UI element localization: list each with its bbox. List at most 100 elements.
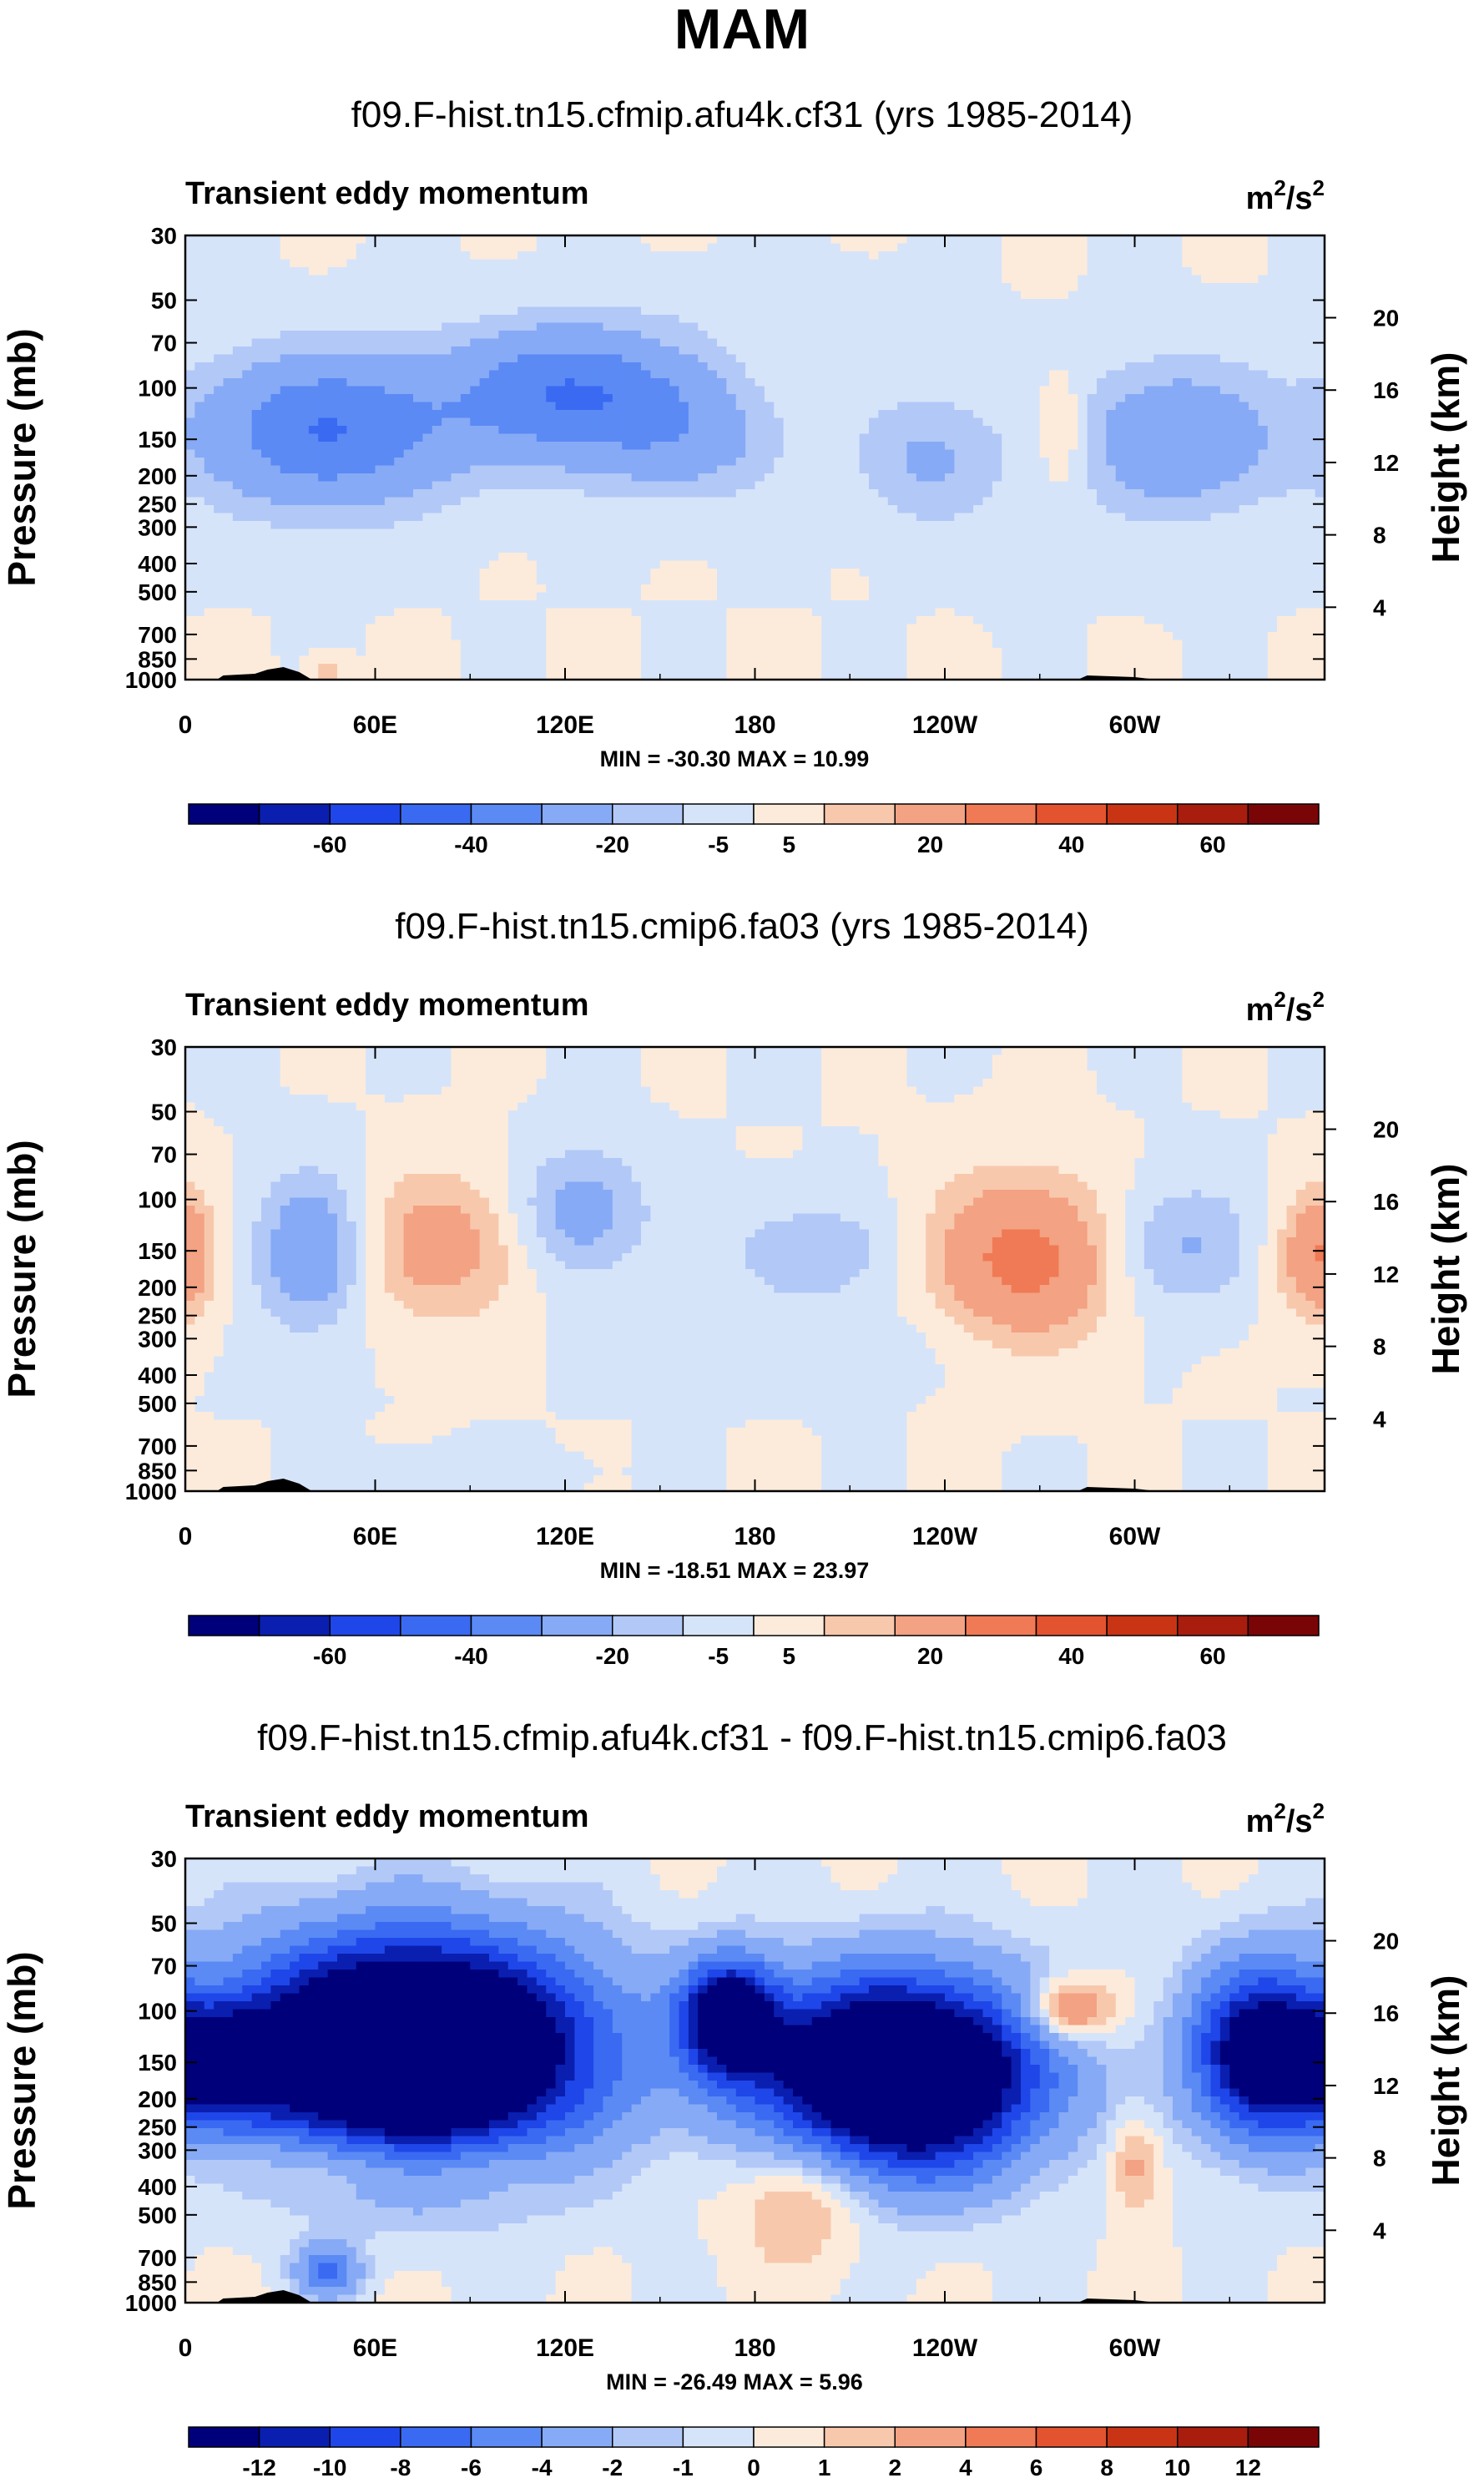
- heatmap-cell: [318, 473, 328, 482]
- heatmap-cell: [1229, 545, 1239, 554]
- heatmap-cell: [233, 513, 243, 522]
- heatmap-cell: [897, 513, 907, 522]
- heatmap-cell: [1277, 482, 1287, 490]
- heatmap-cell: [356, 235, 366, 244]
- heatmap-cell: [717, 402, 727, 411]
- heatmap-cell: [698, 458, 708, 466]
- heatmap-cell: [261, 466, 271, 474]
- heatmap-cell: [376, 561, 386, 569]
- heatmap-cell: [1277, 251, 1287, 260]
- heatmap-cell: [802, 378, 812, 387]
- heatmap-cell: [1106, 537, 1116, 545]
- heatmap-cell: [774, 371, 784, 379]
- heatmap-cell: [973, 251, 983, 260]
- heatmap-cell: [527, 426, 538, 434]
- heatmap-cell: [1201, 355, 1211, 363]
- heatmap-cell: [878, 394, 888, 402]
- heatmap-cell: [945, 362, 955, 371]
- heatmap-cell: [204, 513, 215, 522]
- heatmap-cell: [650, 553, 660, 561]
- heatmap-cell: [622, 545, 632, 554]
- heatmap-cell: [793, 442, 803, 450]
- heatmap-cell: [432, 244, 442, 252]
- heatmap-cell: [745, 489, 755, 498]
- heatmap-cell: [337, 450, 347, 458]
- heatmap-cell: [470, 489, 480, 498]
- heatmap-cell: [204, 426, 215, 434]
- heatmap-cell: [1144, 545, 1154, 554]
- heatmap-cell: [1021, 267, 1031, 276]
- heatmap-cell: [1030, 537, 1040, 545]
- heatmap-cell: [1229, 362, 1239, 371]
- heatmap-cell: [1163, 371, 1174, 379]
- heatmap-cell: [926, 458, 936, 466]
- heatmap-cell: [537, 434, 547, 442]
- heatmap-cell: [708, 521, 718, 529]
- heatmap-cell: [650, 513, 660, 522]
- heatmap-cell: [489, 426, 499, 434]
- heatmap-cell: [261, 362, 271, 371]
- heatmap-cell: [242, 545, 252, 554]
- heatmap-cell: [669, 561, 679, 569]
- heatmap-cell: [1078, 244, 1088, 252]
- heatmap-cell: [356, 267, 366, 276]
- heatmap-cell: [660, 402, 670, 411]
- heatmap-cell: [650, 346, 660, 355]
- heatmap-cell: [1135, 418, 1145, 427]
- heatmap-cell: [270, 371, 280, 379]
- heatmap-cell: [1021, 362, 1031, 371]
- heatmap-cell: [650, 378, 660, 387]
- heatmap-cell: [802, 235, 812, 244]
- heatmap-cell: [1268, 521, 1278, 529]
- heatmap-cell: [1002, 307, 1012, 316]
- heatmap-cell: [812, 276, 822, 284]
- heatmap-cell: [802, 307, 812, 316]
- heatmap-cell: [1116, 521, 1126, 529]
- heatmap-cell: [537, 450, 547, 458]
- heatmap-cell: [204, 378, 215, 387]
- heatmap-cell: [1163, 346, 1174, 355]
- heatmap-cell: [774, 315, 784, 323]
- heatmap-cell: [878, 410, 888, 418]
- heatmap-cell: [936, 315, 946, 323]
- heatmap-cell: [916, 378, 926, 387]
- heatmap-cell: [565, 402, 575, 411]
- heatmap-cell: [897, 315, 907, 323]
- heatmap-cell: [860, 505, 870, 513]
- heatmap-cell: [385, 434, 395, 442]
- heatmap-cell: [622, 458, 632, 466]
- heatmap-cell: [964, 251, 974, 260]
- heatmap-cell: [394, 561, 404, 569]
- heatmap-cell: [1097, 450, 1107, 458]
- heatmap-cell: [1163, 315, 1174, 323]
- heatmap-cell: [290, 498, 300, 506]
- heatmap-cell: [983, 489, 993, 498]
- heatmap-cell: [1305, 442, 1315, 450]
- heatmap-cell: [613, 410, 623, 418]
- heatmap-cell: [204, 402, 215, 411]
- heatmap-cell: [1059, 450, 1069, 458]
- heatmap-cell: [1030, 283, 1040, 291]
- heatmap-cell: [1239, 418, 1249, 427]
- heatmap-cell: [376, 371, 386, 379]
- units-exponent: 2: [1313, 175, 1325, 200]
- heatmap-cell: [442, 442, 452, 450]
- heatmap-cell: [632, 235, 642, 244]
- heatmap-cell: [1182, 537, 1192, 545]
- heatmap-cell: [593, 489, 603, 498]
- heatmap-cell: [660, 323, 670, 331]
- heatmap-cell: [812, 498, 822, 506]
- heatmap-cell: [1002, 473, 1012, 482]
- heatmap-cell: [698, 394, 708, 402]
- heatmap-cell: [793, 553, 803, 561]
- heatmap-cell: [318, 315, 328, 323]
- heatmap-cell: [1211, 537, 1221, 545]
- heatmap-cell: [337, 505, 347, 513]
- heatmap-cell: [309, 482, 319, 490]
- heatmap-cell: [622, 244, 632, 252]
- heatmap-cell: [432, 537, 442, 545]
- heatmap-cell: [508, 505, 518, 513]
- heatmap-cell: [1002, 450, 1012, 458]
- heatmap-cell: [793, 418, 803, 427]
- heatmap-cell: [546, 307, 556, 316]
